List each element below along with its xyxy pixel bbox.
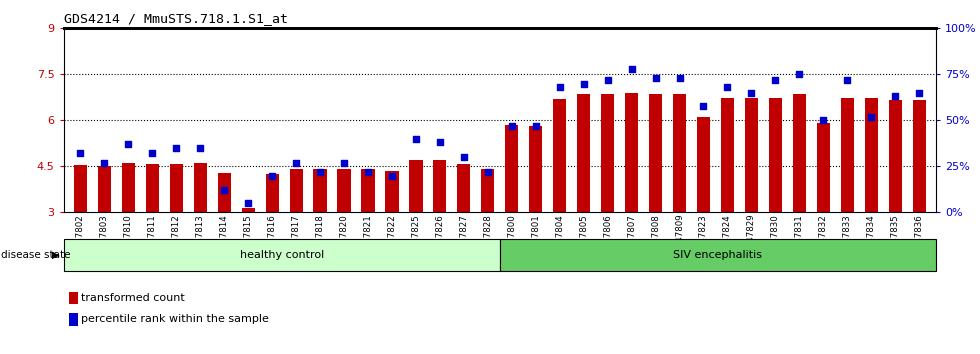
Text: percentile rank within the sample: percentile rank within the sample: [81, 314, 270, 324]
Bar: [170, 164, 183, 212]
Point: [240, 200, 256, 206]
Bar: [194, 163, 207, 212]
Bar: [721, 98, 734, 212]
Point: [288, 160, 304, 166]
Point: [863, 114, 879, 120]
Bar: [864, 98, 878, 212]
Bar: [841, 98, 854, 212]
Point: [73, 151, 88, 156]
Point: [767, 77, 783, 83]
Point: [792, 72, 808, 77]
Point: [815, 118, 831, 123]
Point: [192, 145, 208, 151]
Text: ▶: ▶: [52, 250, 60, 260]
Point: [97, 160, 113, 166]
Bar: [242, 208, 255, 212]
Bar: [625, 93, 638, 212]
Bar: [697, 117, 710, 212]
Point: [887, 93, 903, 99]
Point: [648, 75, 663, 81]
Bar: [768, 98, 782, 212]
Bar: [889, 101, 902, 212]
Bar: [337, 169, 351, 212]
Point: [384, 173, 400, 178]
Point: [121, 142, 136, 147]
Point: [480, 169, 496, 175]
Bar: [649, 94, 662, 212]
Bar: [385, 171, 399, 212]
Bar: [577, 94, 590, 212]
Bar: [601, 94, 614, 212]
Bar: [816, 123, 830, 212]
Bar: [481, 170, 494, 212]
Point: [719, 84, 735, 90]
Bar: [410, 160, 422, 212]
Bar: [266, 174, 278, 212]
Point: [144, 151, 160, 156]
Bar: [529, 126, 542, 212]
Point: [552, 84, 567, 90]
Bar: [793, 94, 806, 212]
Bar: [362, 170, 374, 212]
Bar: [553, 99, 566, 212]
Point: [576, 81, 592, 86]
Text: healthy control: healthy control: [240, 250, 323, 260]
Bar: [314, 169, 326, 212]
Point: [336, 160, 352, 166]
Point: [744, 90, 760, 96]
Point: [169, 145, 184, 151]
Point: [623, 66, 639, 72]
Bar: [98, 166, 111, 212]
Point: [671, 75, 687, 81]
Point: [840, 77, 856, 83]
Point: [361, 169, 376, 175]
Point: [408, 136, 423, 142]
Point: [432, 139, 448, 145]
Point: [600, 77, 615, 83]
Bar: [289, 169, 303, 212]
Point: [504, 123, 519, 129]
Bar: [745, 98, 758, 212]
Point: [911, 90, 927, 96]
Bar: [64, 239, 500, 271]
Text: SIV encephalitis: SIV encephalitis: [673, 250, 762, 260]
Bar: [673, 94, 686, 212]
Text: GDS4214 / MmuSTS.718.1.S1_at: GDS4214 / MmuSTS.718.1.S1_at: [64, 12, 288, 25]
Bar: [912, 101, 926, 212]
Bar: [458, 164, 470, 212]
Bar: [506, 125, 518, 212]
Bar: [122, 163, 135, 212]
Bar: [146, 164, 159, 212]
Bar: [433, 160, 447, 212]
Text: transformed count: transformed count: [81, 293, 185, 303]
Point: [313, 169, 328, 175]
Text: disease state: disease state: [1, 250, 71, 260]
Point: [217, 188, 232, 193]
Bar: [218, 173, 231, 212]
Point: [528, 123, 544, 129]
Point: [696, 103, 711, 108]
Bar: [500, 239, 936, 271]
Point: [456, 154, 471, 160]
Point: [265, 173, 280, 178]
Bar: [74, 165, 87, 212]
